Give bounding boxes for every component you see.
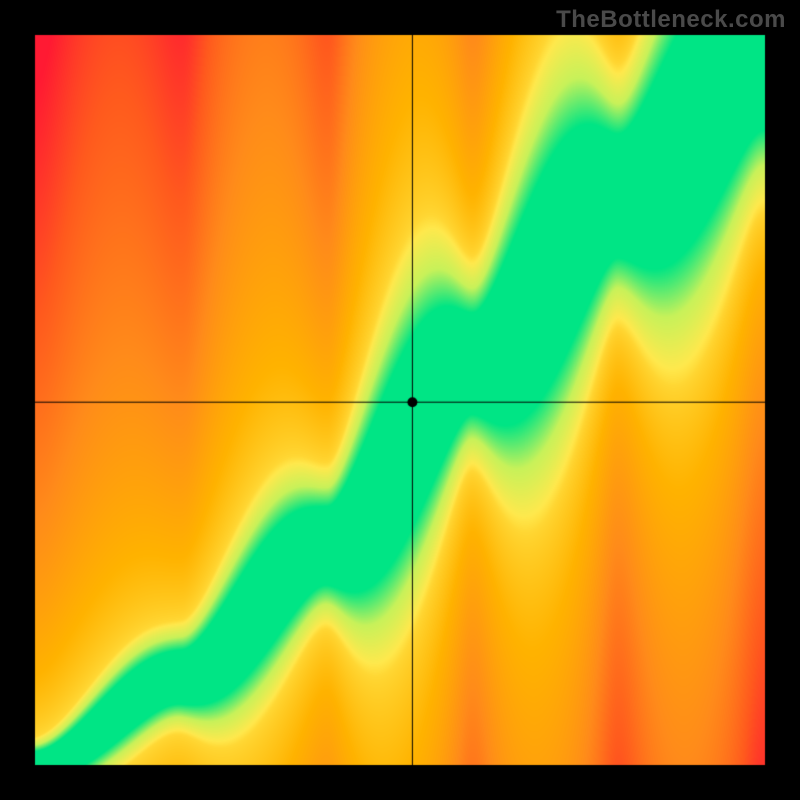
- watermark-text: TheBottleneck.com: [556, 6, 786, 34]
- figure-container: TheBottleneck.com: [0, 0, 800, 800]
- heatmap-canvas: [0, 0, 800, 800]
